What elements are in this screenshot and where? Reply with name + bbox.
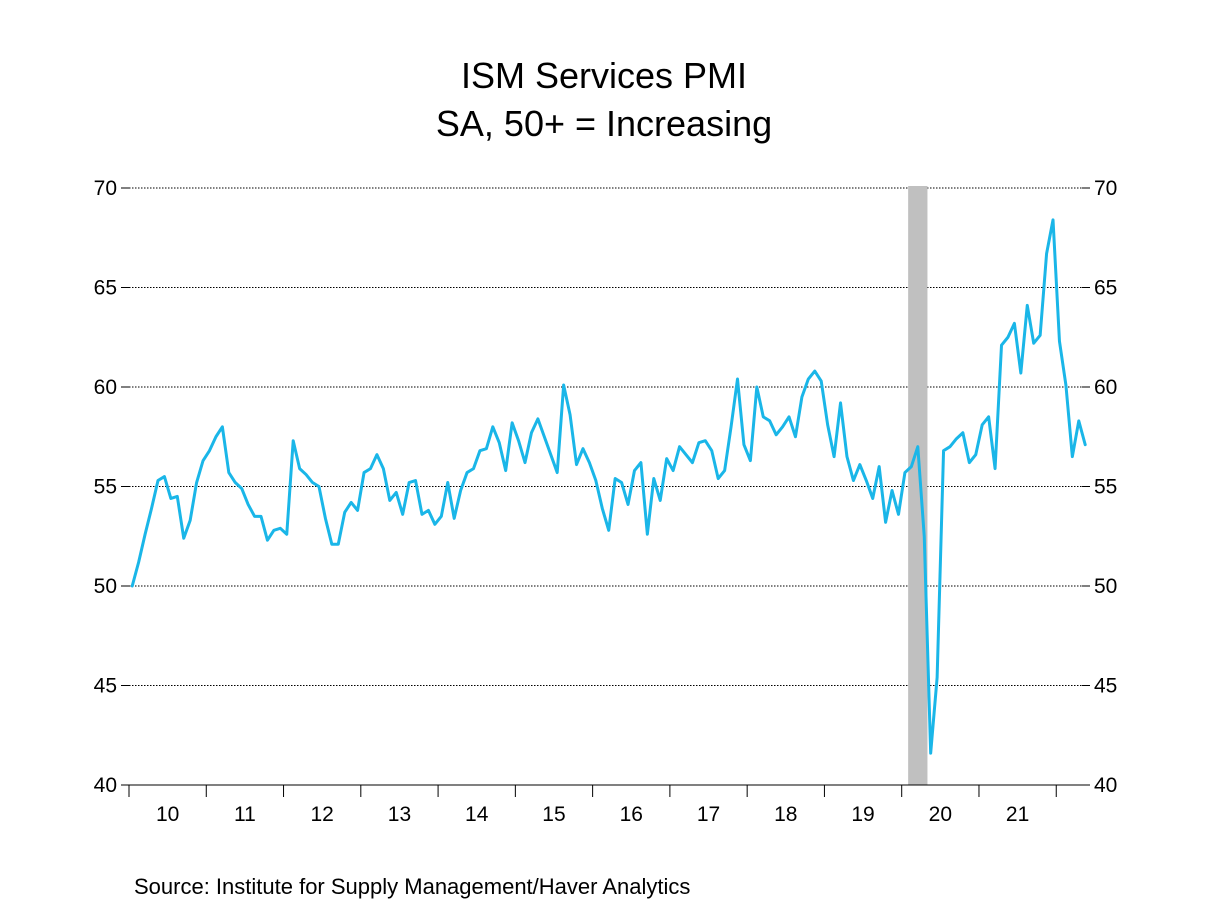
- source-note: Source: Institute for Supply Management/…: [134, 874, 691, 899]
- x-tick-label-21: 21: [1006, 803, 1029, 826]
- y-tick-label-left-45: 45: [94, 675, 117, 698]
- recession-shading: [908, 186, 928, 785]
- y-tick-label-right-45: 45: [1094, 675, 1117, 698]
- y-tick-label-left-55: 55: [94, 476, 117, 499]
- series-line-0: [130, 218, 1087, 755]
- x-tick-label-19: 19: [851, 803, 874, 826]
- chart-subtitle: SA, 50+ = Increasing: [435, 103, 773, 144]
- y-tick-label-left-65: 65: [94, 277, 117, 300]
- x-tick-label-14: 14: [465, 803, 489, 826]
- y-tick-label-right-65: 65: [1094, 277, 1117, 300]
- x-tick-label-13: 13: [388, 803, 411, 826]
- x-tick-label-11: 11: [234, 803, 256, 826]
- x-tick-label-15: 15: [542, 803, 565, 826]
- y-tick-label-left-50: 50: [94, 575, 117, 598]
- x-tick-label-12: 12: [310, 803, 333, 826]
- x-tick-label-10: 10: [156, 803, 179, 826]
- y-tick-label-left-40: 40: [94, 774, 117, 797]
- y-tick-label-left-60: 60: [94, 376, 117, 399]
- y-tick-label-right-40: 40: [1094, 774, 1117, 797]
- axes: [121, 187, 1090, 797]
- x-tick-label-17: 17: [697, 803, 720, 826]
- recession-shading-layer: [908, 186, 928, 785]
- series-layer: [130, 218, 1087, 755]
- y-tick-label-right-70: 70: [1094, 177, 1117, 200]
- chart-title: ISM Services PMI: [460, 55, 748, 96]
- x-tick-label-20: 20: [929, 803, 952, 826]
- y-tick-label-left-70: 70: [94, 177, 117, 200]
- x-tick-label-18: 18: [774, 803, 797, 826]
- x-tick-label-16: 16: [620, 803, 643, 826]
- tick-labels: 40 40 45 45 50 50 55 55 60 60 65 65 70 70 10 11 12 13 14 15…: [94, 177, 1118, 826]
- y-tick-label-right-55: 55: [1094, 476, 1117, 499]
- y-tick-label-right-50: 50: [1094, 575, 1117, 598]
- y-tick-label-right-60: 60: [1094, 376, 1117, 399]
